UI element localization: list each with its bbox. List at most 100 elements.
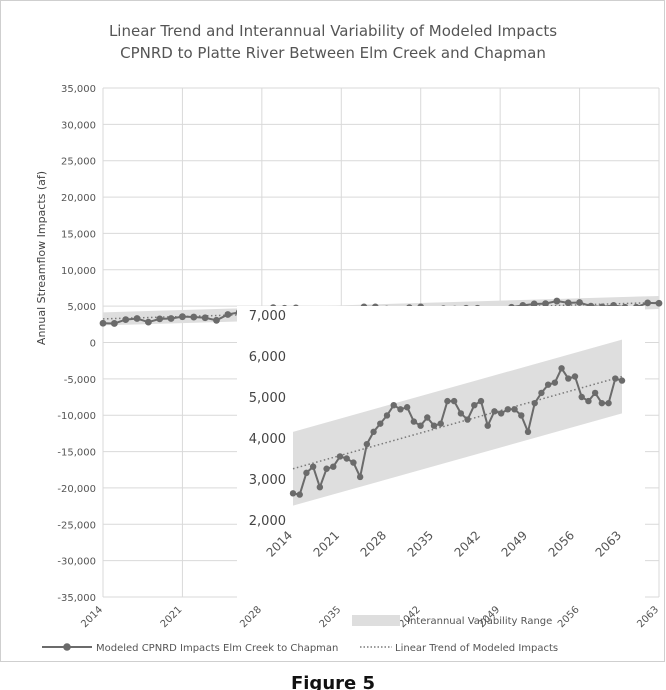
inset-impacts-point [343,455,350,462]
chart-canvas: -35,000 -30,000 -25,000 -20,000 -15,000 -10,0… [35,84,663,654]
main-x-tick-label: 2035 [318,604,344,630]
inset-y-tick-labels: 2,000 3,000 4,000 5,000 6,000 7,000 [249,309,286,529]
inset-variability-band [293,339,622,506]
legend-swatch-impacts-marker [63,643,71,651]
inset-trend [292,375,623,470]
figure-caption: Figure 5 [290,674,376,690]
main-x-tick-label: 2014 [79,604,105,630]
inset-impacts-point [403,404,411,411]
inset-impacts-point [390,402,397,409]
inset-impacts-point [605,399,612,407]
inset-y-tick-label: 5,000 [249,391,286,406]
inset-impacts-point [491,408,498,415]
inset-impacts-point [618,377,626,384]
legend: Interannual Variability Range Modeled CP… [42,615,558,654]
inset-impacts-point [477,397,485,405]
main-impacts-point [190,313,198,321]
legend-label-range: Interannual Variability Range [407,616,552,627]
inset-impacts-point [397,406,404,413]
main-x-tick-label: 2028 [238,604,264,630]
main-impacts-point [553,297,561,305]
main-y-tick-label: -30,000 [57,557,96,568]
inset-impacts-point [323,465,330,472]
inset-impacts-point [377,420,384,427]
inset-impacts-point [296,491,303,498]
main-y-tick-label: -15,000 [57,448,96,459]
inset-impacts-point [303,469,310,477]
main-y-tick-label: 10,000 [61,266,96,277]
main-y-tick-label: -25,000 [57,520,96,531]
main-impacts-point [576,299,583,306]
inset-impacts-point [524,428,532,436]
main-impacts-point [122,316,130,323]
inset-impacts-point [497,410,505,417]
inset-y-tick-label: 4,000 [249,432,286,447]
chart-subtitle: CPNRD to Platte River Between Elm Creek … [120,44,546,62]
inset-impacts-point [538,389,545,397]
inset-y-tick-label: 6,000 [249,350,286,365]
main-impacts-point [110,320,118,327]
inset-impacts-point [578,393,585,401]
inset-impacts-point [471,402,478,409]
inset-impacts-point [383,412,391,419]
inset-trend-line [292,375,623,470]
inset-impacts-point [551,379,559,386]
inset-impacts-point [370,428,377,436]
inset-impacts-point [591,389,599,397]
inset-impacts-series [289,365,626,498]
main-y-tick-label: 0 [90,339,96,350]
inset-impacts-point [430,422,438,429]
inset-impacts-point [518,412,525,419]
inset-impacts-point [437,420,444,427]
main-impacts-point [224,311,232,318]
inset-impacts-point [558,365,565,372]
main-y-tick-label: -35,000 [57,593,96,604]
main-impacts-point [133,315,141,322]
inset-impacts-point [504,406,512,413]
inset-impacts-point [511,406,518,413]
inset-impacts-point [571,373,579,380]
inset-impacts-point [316,484,324,491]
main-x-tick-label: 2063 [635,604,661,630]
inset-impacts-point [363,440,371,448]
main-impacts-point [542,300,549,307]
main-y-tick-label: -5,000 [64,375,96,386]
inset-impacts-point [330,463,337,470]
main-impacts-point [655,299,663,307]
main-impacts-point [213,316,220,324]
inset-range-band [293,339,622,506]
legend-label-trend: Linear Trend of Modeled Impacts [395,643,558,654]
inset-y-tick-label: 7,000 [249,309,286,324]
inset-impacts-point [450,397,458,405]
inset-impacts-point [336,453,344,460]
y-axis-label: Annual Streamflow Impacts (af) [35,171,48,345]
inset-impacts-point [598,399,606,407]
inset-impacts-point [309,463,317,470]
inset-impacts-point [289,490,297,497]
inset-impacts-point [544,381,552,388]
inset-impacts-point [417,422,424,429]
inset-impacts-point [350,459,357,466]
inset-impacts-point [612,375,619,382]
main-x-tick-label: 2021 [159,604,185,630]
inset-impacts-point [457,410,465,417]
chart-title: Linear Trend and Interannual Variability… [108,22,558,40]
main-y-tick-label: 5,000 [67,302,96,313]
main-y-tick-label: -10,000 [57,411,96,422]
main-impacts-point [179,313,186,321]
inset-impacts-point [464,416,471,423]
inset-impacts-point [444,397,451,405]
main-impacts-point [530,300,538,308]
main-y-tick-label: 20,000 [61,193,96,204]
inset-impacts-point [356,473,364,481]
main-impacts-point [564,299,572,307]
inset-impacts-point [565,375,572,382]
main-y-tick-label: 25,000 [61,157,96,168]
main-impacts-point [144,318,152,326]
inset-impacts-point [424,414,431,421]
main-x-tick-label: 2056 [556,604,582,630]
inset-impacts-point [484,422,491,429]
main-y-tick-labels: -35,000 -30,000 -25,000 -20,000 -15,000 -10,0… [57,84,96,604]
inset-impacts-point [585,397,592,405]
